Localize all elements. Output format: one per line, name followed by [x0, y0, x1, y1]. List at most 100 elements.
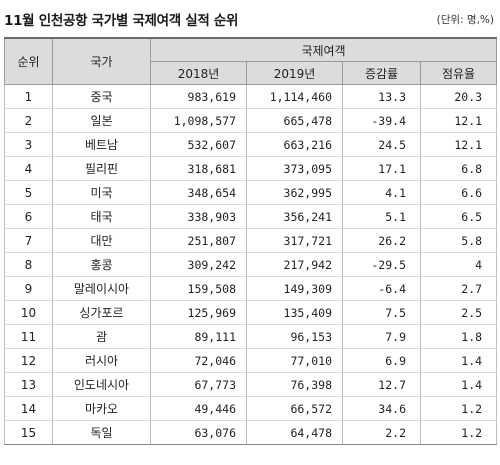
- table-row: 6 태국 338,903 356,241 5.1 6.5: [4, 204, 498, 229]
- header-row-bottom: 2018년 2019년 증감률 점유율: [5, 61, 498, 85]
- share-cell: 6.5: [419, 204, 498, 229]
- value-2018-cell: 72,046: [150, 348, 247, 373]
- table-row: 13 인도네시아 67,773 76,398 12.7 1.4: [4, 372, 498, 397]
- value-2018-cell: 348,654: [150, 180, 247, 205]
- value-2019-cell: 663,216: [246, 132, 343, 157]
- rank-cell: 14: [4, 396, 53, 421]
- rank-cell: 15: [4, 420, 53, 445]
- share-cell: 2.5: [419, 300, 498, 325]
- country-cell: 일본: [52, 108, 151, 133]
- passenger-ranking-table: 순위 국가 국제여객 2018년 2019년 증감률 점유율 1 중국 983,61…: [4, 37, 498, 445]
- share-cell: 1.4: [419, 372, 498, 397]
- country-cell: 태국: [52, 204, 151, 229]
- rank-cell: 1: [4, 84, 53, 109]
- change-rate-cell: 6.9: [342, 348, 421, 373]
- country-cell: 인도네시아: [52, 372, 151, 397]
- share-cell: 12.1: [419, 108, 498, 133]
- share-cell: 6.6: [419, 180, 498, 205]
- value-2018-cell: 89,111: [150, 324, 247, 349]
- share-cell: 2.7: [419, 276, 498, 301]
- change-rate-cell: 4.1: [342, 180, 421, 205]
- rank-cell: 7: [4, 228, 53, 253]
- country-cell: 중국: [52, 84, 151, 109]
- value-2018-cell: 63,076: [150, 420, 247, 445]
- col-header-share: 점유율: [419, 61, 498, 85]
- rank-cell: 4: [4, 156, 53, 181]
- rank-cell: 3: [4, 132, 53, 157]
- value-2019-cell: 64,478: [246, 420, 343, 445]
- share-cell: 12.1: [419, 132, 498, 157]
- rank-cell: 13: [4, 372, 53, 397]
- share-cell: 20.3: [419, 84, 498, 109]
- table-row: 12 러시아 72,046 77,010 6.9 1.4: [4, 348, 498, 373]
- country-cell: 말레이시아: [52, 276, 151, 301]
- rank-cell: 6: [4, 204, 53, 229]
- table-row: 4 필리핀 318,681 373,095 17.1 6.8: [4, 156, 498, 181]
- table-row: 10 싱가포르 125,969 135,409 7.5 2.5: [4, 300, 498, 325]
- value-2019-cell: 77,010: [246, 348, 343, 373]
- value-2019-cell: 76,398: [246, 372, 343, 397]
- table-row: 14 마카오 49,446 66,572 34.6 1.2: [4, 396, 498, 421]
- value-2018-cell: 532,607: [150, 132, 247, 157]
- table-title: 11월 인천공항 국가별 국제여객 실적 순위: [4, 13, 239, 29]
- value-2019-cell: 373,095: [246, 156, 343, 181]
- share-cell: 5.8: [419, 228, 498, 253]
- value-2018-cell: 125,969: [150, 300, 247, 325]
- share-cell: 1.2: [419, 420, 498, 445]
- rank-cell: 10: [4, 300, 53, 325]
- country-cell: 미국: [52, 180, 151, 205]
- value-2019-cell: 665,478: [246, 108, 343, 133]
- change-rate-cell: 34.6: [342, 396, 421, 421]
- table-row: 8 홍콩 309,242 217,942 -29.5 4: [4, 252, 498, 277]
- rank-cell: 12: [4, 348, 53, 373]
- col-header-change: 증감률: [342, 61, 421, 85]
- table-row: 1 중국 983,619 1,114,460 13.3 20.3: [4, 84, 498, 109]
- country-cell: 독일: [52, 420, 151, 445]
- rank-cell: 9: [4, 276, 53, 301]
- change-rate-cell: 26.2: [342, 228, 421, 253]
- country-cell: 러시아: [52, 348, 151, 373]
- value-2018-cell: 338,903: [150, 204, 247, 229]
- value-2019-cell: 317,721: [246, 228, 343, 253]
- change-rate-cell: -6.4: [342, 276, 421, 301]
- change-rate-cell: -29.5: [342, 252, 421, 277]
- change-rate-cell: 7.5: [342, 300, 421, 325]
- share-cell: 4: [419, 252, 498, 277]
- table-row: 3 베트남 532,607 663,216 24.5 12.1: [4, 132, 498, 157]
- unit-label: (단위: 명,%): [436, 14, 494, 26]
- col-header-2018: 2018년: [150, 61, 247, 85]
- value-2018-cell: 983,619: [150, 84, 247, 109]
- table-row: 9 말레이시아 159,508 149,309 -6.4 2.7: [4, 276, 498, 301]
- country-cell: 싱가포르: [52, 300, 151, 325]
- rank-cell: 8: [4, 252, 53, 277]
- country-cell: 괌: [52, 324, 151, 349]
- rank-cell: 2: [4, 108, 53, 133]
- change-rate-cell: 2.2: [342, 420, 421, 445]
- share-cell: 1.4: [419, 348, 498, 373]
- change-rate-cell: 7.9: [342, 324, 421, 349]
- rank-cell: 5: [4, 180, 53, 205]
- country-cell: 필리핀: [52, 156, 151, 181]
- change-rate-cell: 17.1: [342, 156, 421, 181]
- value-2018-cell: 318,681: [150, 156, 247, 181]
- country-cell: 대만: [52, 228, 151, 253]
- col-header-country: 국가: [52, 37, 151, 85]
- value-2019-cell: 135,409: [246, 300, 343, 325]
- change-rate-cell: -39.4: [342, 108, 421, 133]
- col-header-rank: 순위: [4, 37, 53, 85]
- table-row: 5 미국 348,654 362,995 4.1 6.6: [4, 180, 498, 205]
- table-row: 15 독일 63,076 64,478 2.2 1.2: [4, 420, 498, 445]
- value-2019-cell: 217,942: [246, 252, 343, 277]
- change-rate-cell: 24.5: [342, 132, 421, 157]
- table-row: 11 괌 89,111 96,153 7.9 1.8: [4, 324, 498, 349]
- value-2018-cell: 159,508: [150, 276, 247, 301]
- col-header-2019: 2019년: [246, 61, 343, 85]
- value-2019-cell: 66,572: [246, 396, 343, 421]
- table-body: 1 중국 983,619 1,114,460 13.3 20.3 2 일본 1,098,577 6…: [4, 84, 498, 445]
- value-2018-cell: 309,242: [150, 252, 247, 277]
- value-2018-cell: 49,446: [150, 396, 247, 421]
- col-header-group: 국제여객: [149, 37, 498, 62]
- share-cell: 1.2: [419, 396, 498, 421]
- share-cell: 1.8: [419, 324, 498, 349]
- header-row-top: 순위 국가 국제여객: [4, 37, 498, 85]
